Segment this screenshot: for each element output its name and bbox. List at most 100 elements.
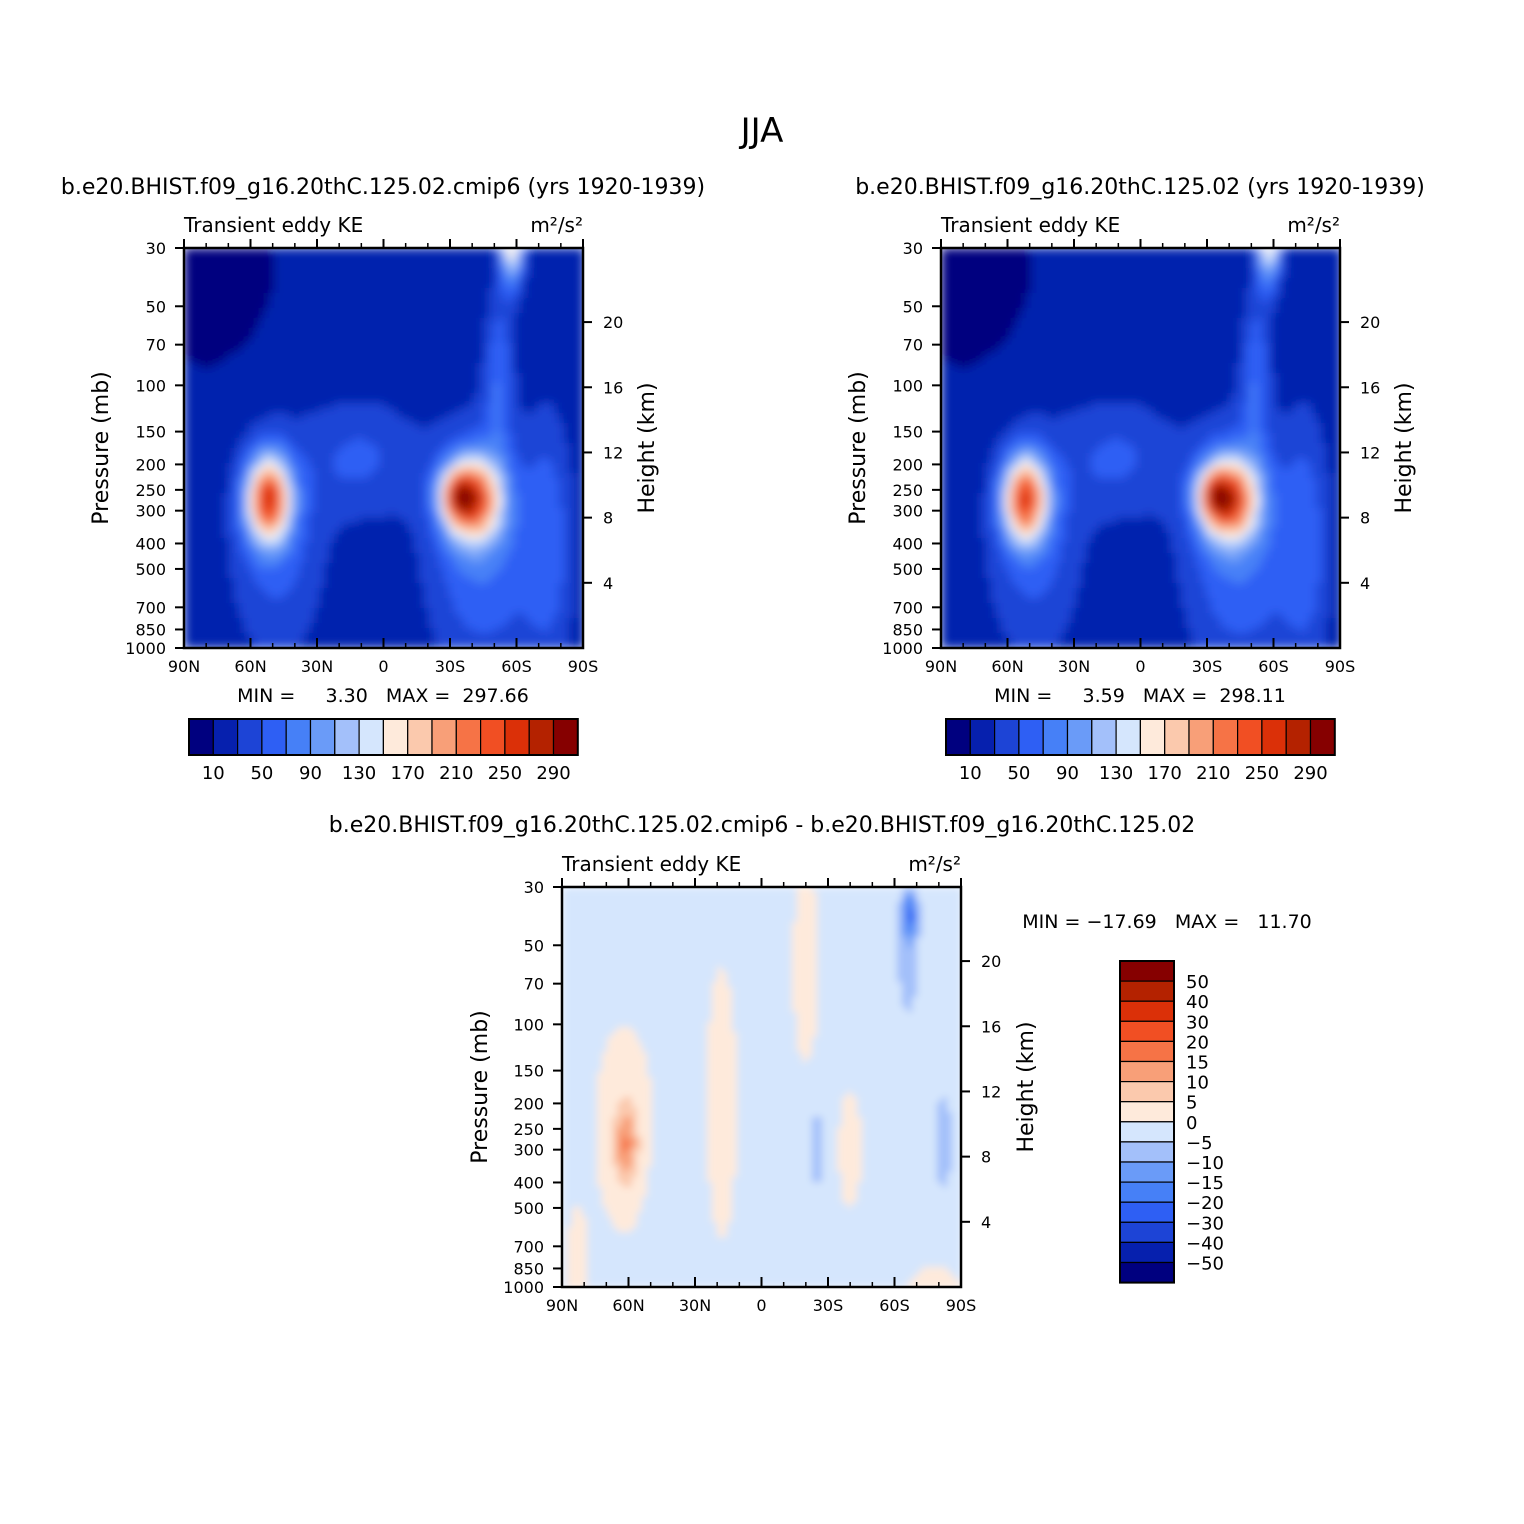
field-cell xyxy=(404,528,410,534)
field-cell xyxy=(349,318,355,324)
field-cell xyxy=(559,368,565,374)
field-cell xyxy=(259,358,265,364)
field-cell xyxy=(199,313,205,319)
field-cell xyxy=(244,373,250,379)
field-cell xyxy=(444,308,450,314)
field-cell xyxy=(199,453,205,459)
field-cell xyxy=(419,528,425,534)
field-cell xyxy=(304,368,310,374)
field-cell xyxy=(324,313,330,319)
field-cell xyxy=(454,398,460,404)
field-cell xyxy=(464,478,470,484)
field-cell xyxy=(234,278,240,284)
field-cell xyxy=(379,423,385,429)
field-cell xyxy=(344,253,350,259)
field-cell xyxy=(289,488,295,494)
field-cell xyxy=(274,448,280,454)
field-cell xyxy=(269,383,275,389)
field-cell xyxy=(529,458,535,464)
field-cell xyxy=(549,338,555,344)
field-cell xyxy=(389,553,395,559)
field-cell xyxy=(369,268,375,274)
field-cell xyxy=(389,318,395,324)
field-cell xyxy=(254,273,260,279)
field-cell xyxy=(239,503,245,509)
field-cell xyxy=(549,268,555,274)
field-cell xyxy=(539,478,545,484)
field-cell xyxy=(209,293,215,299)
field-cell xyxy=(244,323,250,329)
field-cell xyxy=(194,418,200,424)
field-cell xyxy=(579,398,583,404)
field-cell xyxy=(574,368,580,374)
field-cell xyxy=(234,338,240,344)
field-cell xyxy=(379,373,385,379)
field-cell xyxy=(509,458,515,464)
field-cell xyxy=(439,528,445,534)
field-cell xyxy=(554,468,560,474)
field-cell xyxy=(244,393,250,399)
field-cell xyxy=(224,513,230,519)
field-cell xyxy=(509,543,515,549)
field-cell xyxy=(199,308,205,314)
field-cell xyxy=(239,523,245,529)
field-cell xyxy=(304,353,310,359)
field-cell xyxy=(559,448,565,454)
field-cell xyxy=(384,513,390,519)
field-cell xyxy=(444,428,450,434)
field-cell xyxy=(409,383,415,389)
field-cell xyxy=(289,493,295,499)
field-cell xyxy=(519,248,525,254)
field-cell xyxy=(214,498,220,504)
field-cell xyxy=(319,538,325,544)
field-cell xyxy=(359,478,365,484)
field-cell xyxy=(219,483,225,489)
field-cell xyxy=(544,328,550,334)
field-cell xyxy=(534,428,540,434)
field-cell xyxy=(399,283,405,289)
field-cell xyxy=(479,328,485,334)
field-cell xyxy=(414,538,420,544)
field-cell xyxy=(439,463,445,469)
field-cell xyxy=(459,288,465,294)
field-cell xyxy=(369,548,375,554)
field-cell xyxy=(184,558,190,564)
field-cell xyxy=(374,368,380,374)
field-cell xyxy=(544,333,550,339)
field-cell xyxy=(329,513,335,519)
field-cell xyxy=(249,438,255,444)
field-cell xyxy=(544,468,550,474)
field-cell xyxy=(349,478,355,484)
field-cell xyxy=(339,348,345,354)
field-cell xyxy=(309,458,315,464)
field-cell xyxy=(564,278,570,284)
field-cell xyxy=(579,528,583,534)
field-cell xyxy=(484,258,490,264)
field-cell xyxy=(304,503,310,509)
field-cell xyxy=(469,483,475,489)
field-cell xyxy=(429,333,435,339)
field-cell xyxy=(324,428,330,434)
field-cell xyxy=(219,338,225,344)
field-cell xyxy=(339,368,345,374)
field-cell xyxy=(189,363,195,369)
field-cell xyxy=(374,293,380,299)
field-cell xyxy=(244,383,250,389)
field-cell xyxy=(509,318,515,324)
field-cell xyxy=(194,523,200,529)
field-cell xyxy=(204,543,210,549)
field-cell xyxy=(484,393,490,399)
field-cell xyxy=(559,443,565,449)
field-cell xyxy=(384,518,390,524)
field-cell xyxy=(344,328,350,334)
field-cell xyxy=(574,553,580,559)
field-cell xyxy=(199,403,205,409)
field-cell xyxy=(254,263,260,269)
field-cell xyxy=(369,293,375,299)
field-cell xyxy=(404,508,410,514)
field-cell xyxy=(269,333,275,339)
field-cell xyxy=(344,528,350,534)
field-cell xyxy=(539,368,545,374)
field-cell xyxy=(514,293,520,299)
field-cell xyxy=(319,438,325,444)
